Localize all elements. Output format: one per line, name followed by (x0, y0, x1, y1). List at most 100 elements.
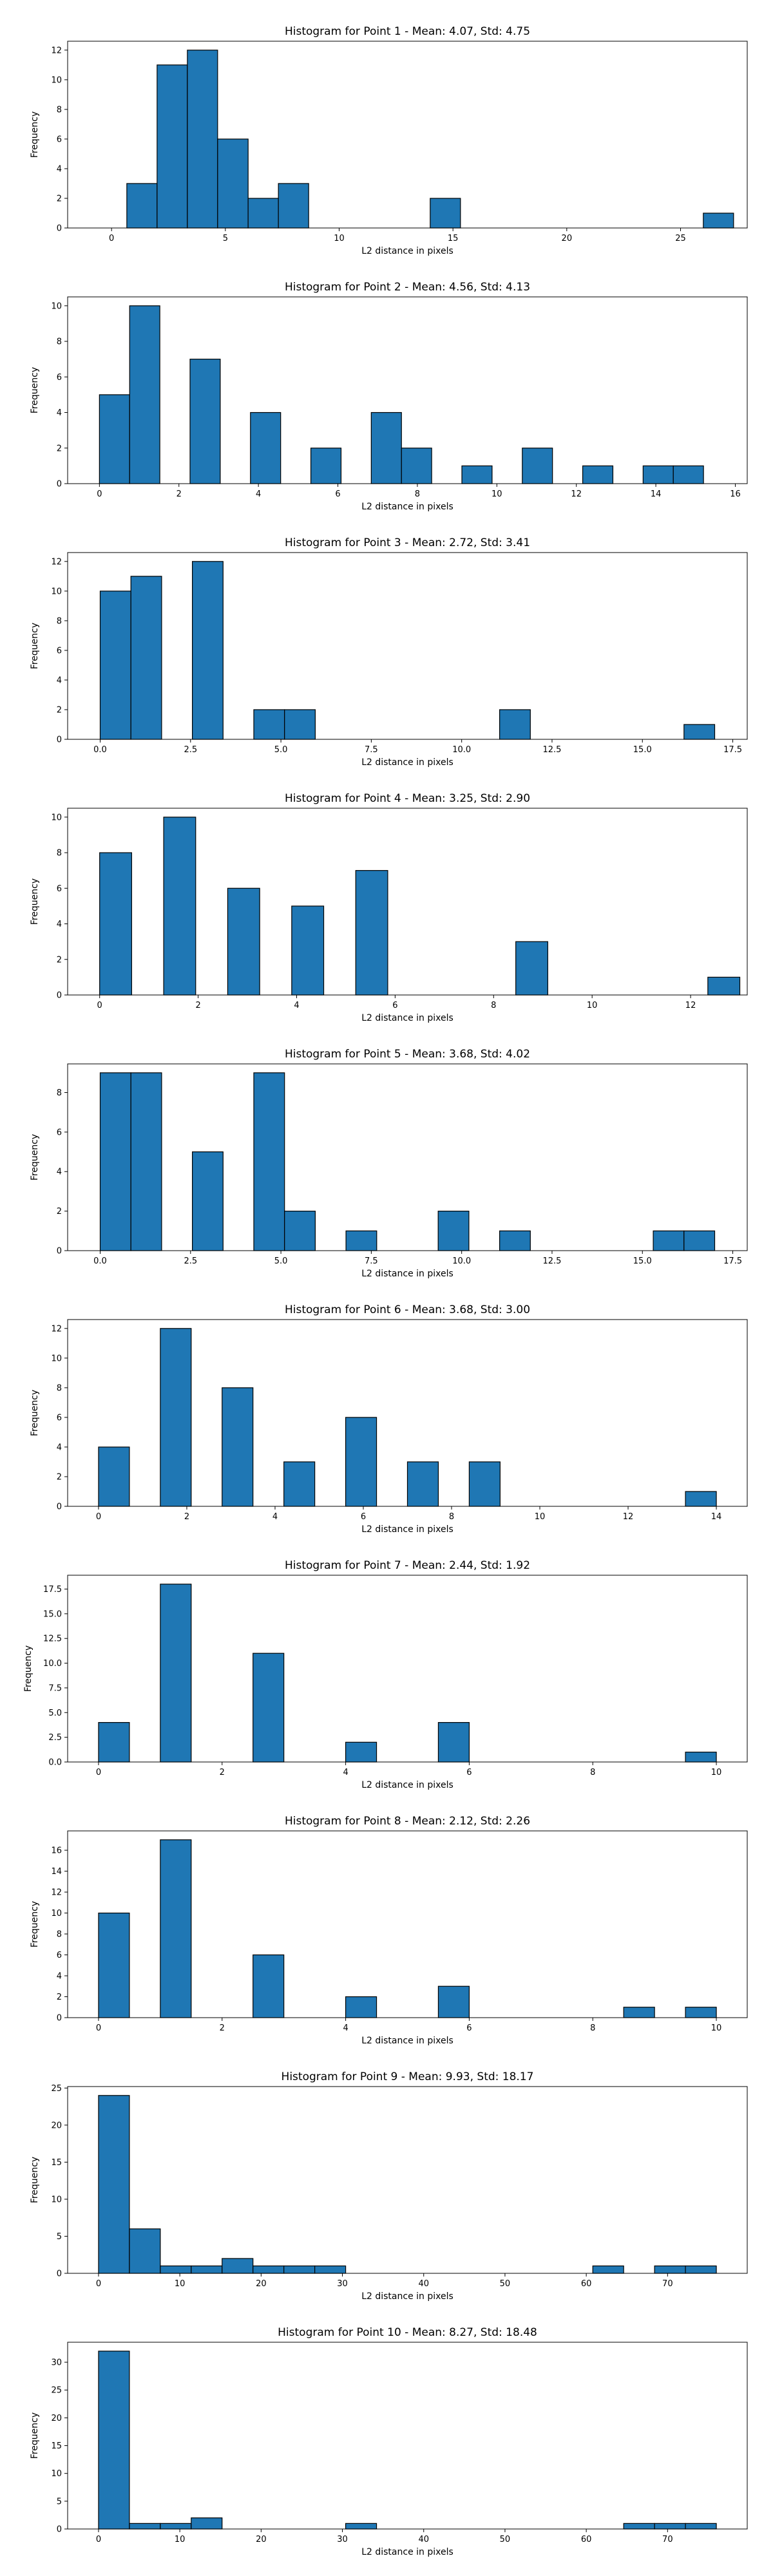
histogram-bar (401, 448, 432, 484)
histogram-bar (310, 448, 342, 484)
histogram-bar (430, 198, 461, 229)
y-tick-label: 12 (51, 1324, 62, 1334)
x-tick-label: 10 (175, 2279, 186, 2289)
histogram-bar (191, 2517, 223, 2530)
histogram-bar (163, 817, 196, 996)
x-tick-label: 30 (337, 2279, 348, 2289)
x-axis-label: L2 distance in pixels (361, 1013, 453, 1023)
histogram-bar (222, 2258, 254, 2274)
x-tick-label: 70 (662, 2279, 673, 2289)
y-tick-label: 10 (51, 1354, 62, 1363)
x-tick-label: 20 (256, 2535, 267, 2544)
x-tick-label: 0 (97, 489, 102, 499)
axes-frame (67, 1830, 748, 2018)
y-tick-label: 10 (51, 1909, 62, 1918)
y-axis-label: Frequency (30, 111, 40, 158)
x-tick-label: 0 (96, 1512, 101, 1522)
x-tick-label: 12 (685, 1001, 696, 1010)
x-tick-label: 8 (491, 1001, 496, 1010)
x-tick-label: 6 (466, 1768, 472, 1777)
histogram-bar (284, 709, 316, 740)
x-tick-label: 10 (491, 489, 502, 499)
histogram-bar (345, 1996, 377, 2018)
x-tick-label: 10.0 (452, 745, 471, 755)
histogram-bar (157, 64, 188, 229)
histogram-bar (437, 1722, 470, 1763)
histogram-bar (192, 561, 224, 740)
histogram-panel: Histogram for Point 2 - Mean: 4.56, Std:… (30, 281, 748, 512)
x-tick-label: 12 (623, 1512, 634, 1522)
x-tick-label: 4 (256, 489, 261, 499)
histogram-bar (99, 852, 132, 996)
axes-frame (67, 2086, 748, 2274)
x-tick-label: 15.0 (633, 1256, 652, 1266)
histogram-bar (217, 138, 249, 229)
histogram-bar (187, 50, 218, 229)
y-tick-label: 6 (57, 373, 62, 383)
y-tick-label: 2 (57, 705, 62, 715)
x-tick-label: 12.5 (542, 745, 561, 755)
y-tick-label: 6 (57, 884, 62, 894)
y-tick-label: 8 (57, 1383, 62, 1393)
histogram-bar (160, 1328, 192, 1507)
histogram-bar (499, 1230, 531, 1251)
x-tick-label: 30 (337, 2535, 348, 2544)
y-tick-label: 0 (57, 2014, 62, 2023)
x-axis-label: L2 distance in pixels (361, 246, 453, 256)
histogram-bar (160, 2265, 192, 2274)
y-tick-label: 7.5 (48, 1683, 62, 1693)
y-tick-label: 0 (57, 2525, 62, 2535)
x-tick-label: 2 (220, 2023, 225, 2033)
x-tick-label: 15.0 (633, 745, 652, 755)
x-tick-label: 6 (466, 2023, 472, 2033)
histogram-panel: Histogram for Point 10 - Mean: 8.27, Std… (30, 2326, 748, 2557)
histogram-bar (99, 591, 131, 740)
histogram-bar (253, 1072, 285, 1251)
histogram-bar (685, 1752, 717, 1763)
y-tick-label: 0 (57, 480, 62, 489)
histogram-bar (191, 2265, 223, 2274)
x-axis-label: L2 distance in pixels (361, 757, 453, 768)
y-tick-label: 4 (57, 164, 62, 174)
histogram-panel: Histogram for Point 6 - Mean: 3.68, Std:… (30, 1303, 748, 1535)
x-tick-label: 70 (662, 2535, 673, 2544)
histogram-bar (623, 2523, 655, 2530)
histogram-bar (654, 2523, 686, 2530)
x-axis-label: L2 distance in pixels (361, 2291, 453, 2302)
x-tick-label: 6 (335, 489, 340, 499)
chart-title: Histogram for Point 4 - Mean: 3.25, Std:… (285, 792, 530, 805)
x-tick-label: 4 (272, 1512, 278, 1522)
histogram-bar (437, 1985, 470, 2018)
x-axis-label: L2 distance in pixels (361, 2036, 453, 2046)
x-tick-label: 10 (711, 2023, 722, 2033)
histogram-bar (345, 1741, 377, 1763)
x-tick-label: 6 (361, 1512, 366, 1522)
y-tick-label: 14 (51, 1867, 62, 1877)
y-tick-label: 10 (51, 2469, 62, 2479)
histogram-bar (98, 1722, 130, 1763)
x-tick-label: 0 (96, 2535, 101, 2544)
histogram-bar (370, 412, 402, 484)
x-tick-label: 0.0 (93, 745, 107, 755)
histogram-bar (160, 1584, 192, 1763)
y-tick-label: 6 (57, 1413, 62, 1423)
y-tick-label: 0 (57, 224, 62, 234)
histogram-panel: Histogram for Point 9 - Mean: 9.93, Std:… (30, 2070, 748, 2302)
y-axis-label: Frequency (30, 1901, 40, 1947)
y-tick-label: 0 (57, 1502, 62, 1512)
x-tick-label: 10 (175, 2535, 186, 2544)
y-tick-label: 0 (57, 991, 62, 1001)
axes-frame (67, 296, 748, 484)
histogram-bar (160, 1839, 192, 2018)
x-tick-label: 40 (418, 2535, 429, 2544)
y-tick-label: 15 (51, 2158, 62, 2168)
histogram-panel: Histogram for Point 7 - Mean: 2.44, Std:… (23, 1559, 748, 1790)
y-axis-label: Frequency (30, 2157, 40, 2203)
x-tick-label: 5.0 (274, 745, 288, 755)
histogram-bar (250, 412, 282, 484)
x-tick-label: 8 (415, 489, 420, 499)
x-tick-label: 10 (587, 1001, 598, 1010)
histogram-bar (253, 709, 285, 740)
x-axis-label: L2 distance in pixels (361, 1269, 453, 1279)
